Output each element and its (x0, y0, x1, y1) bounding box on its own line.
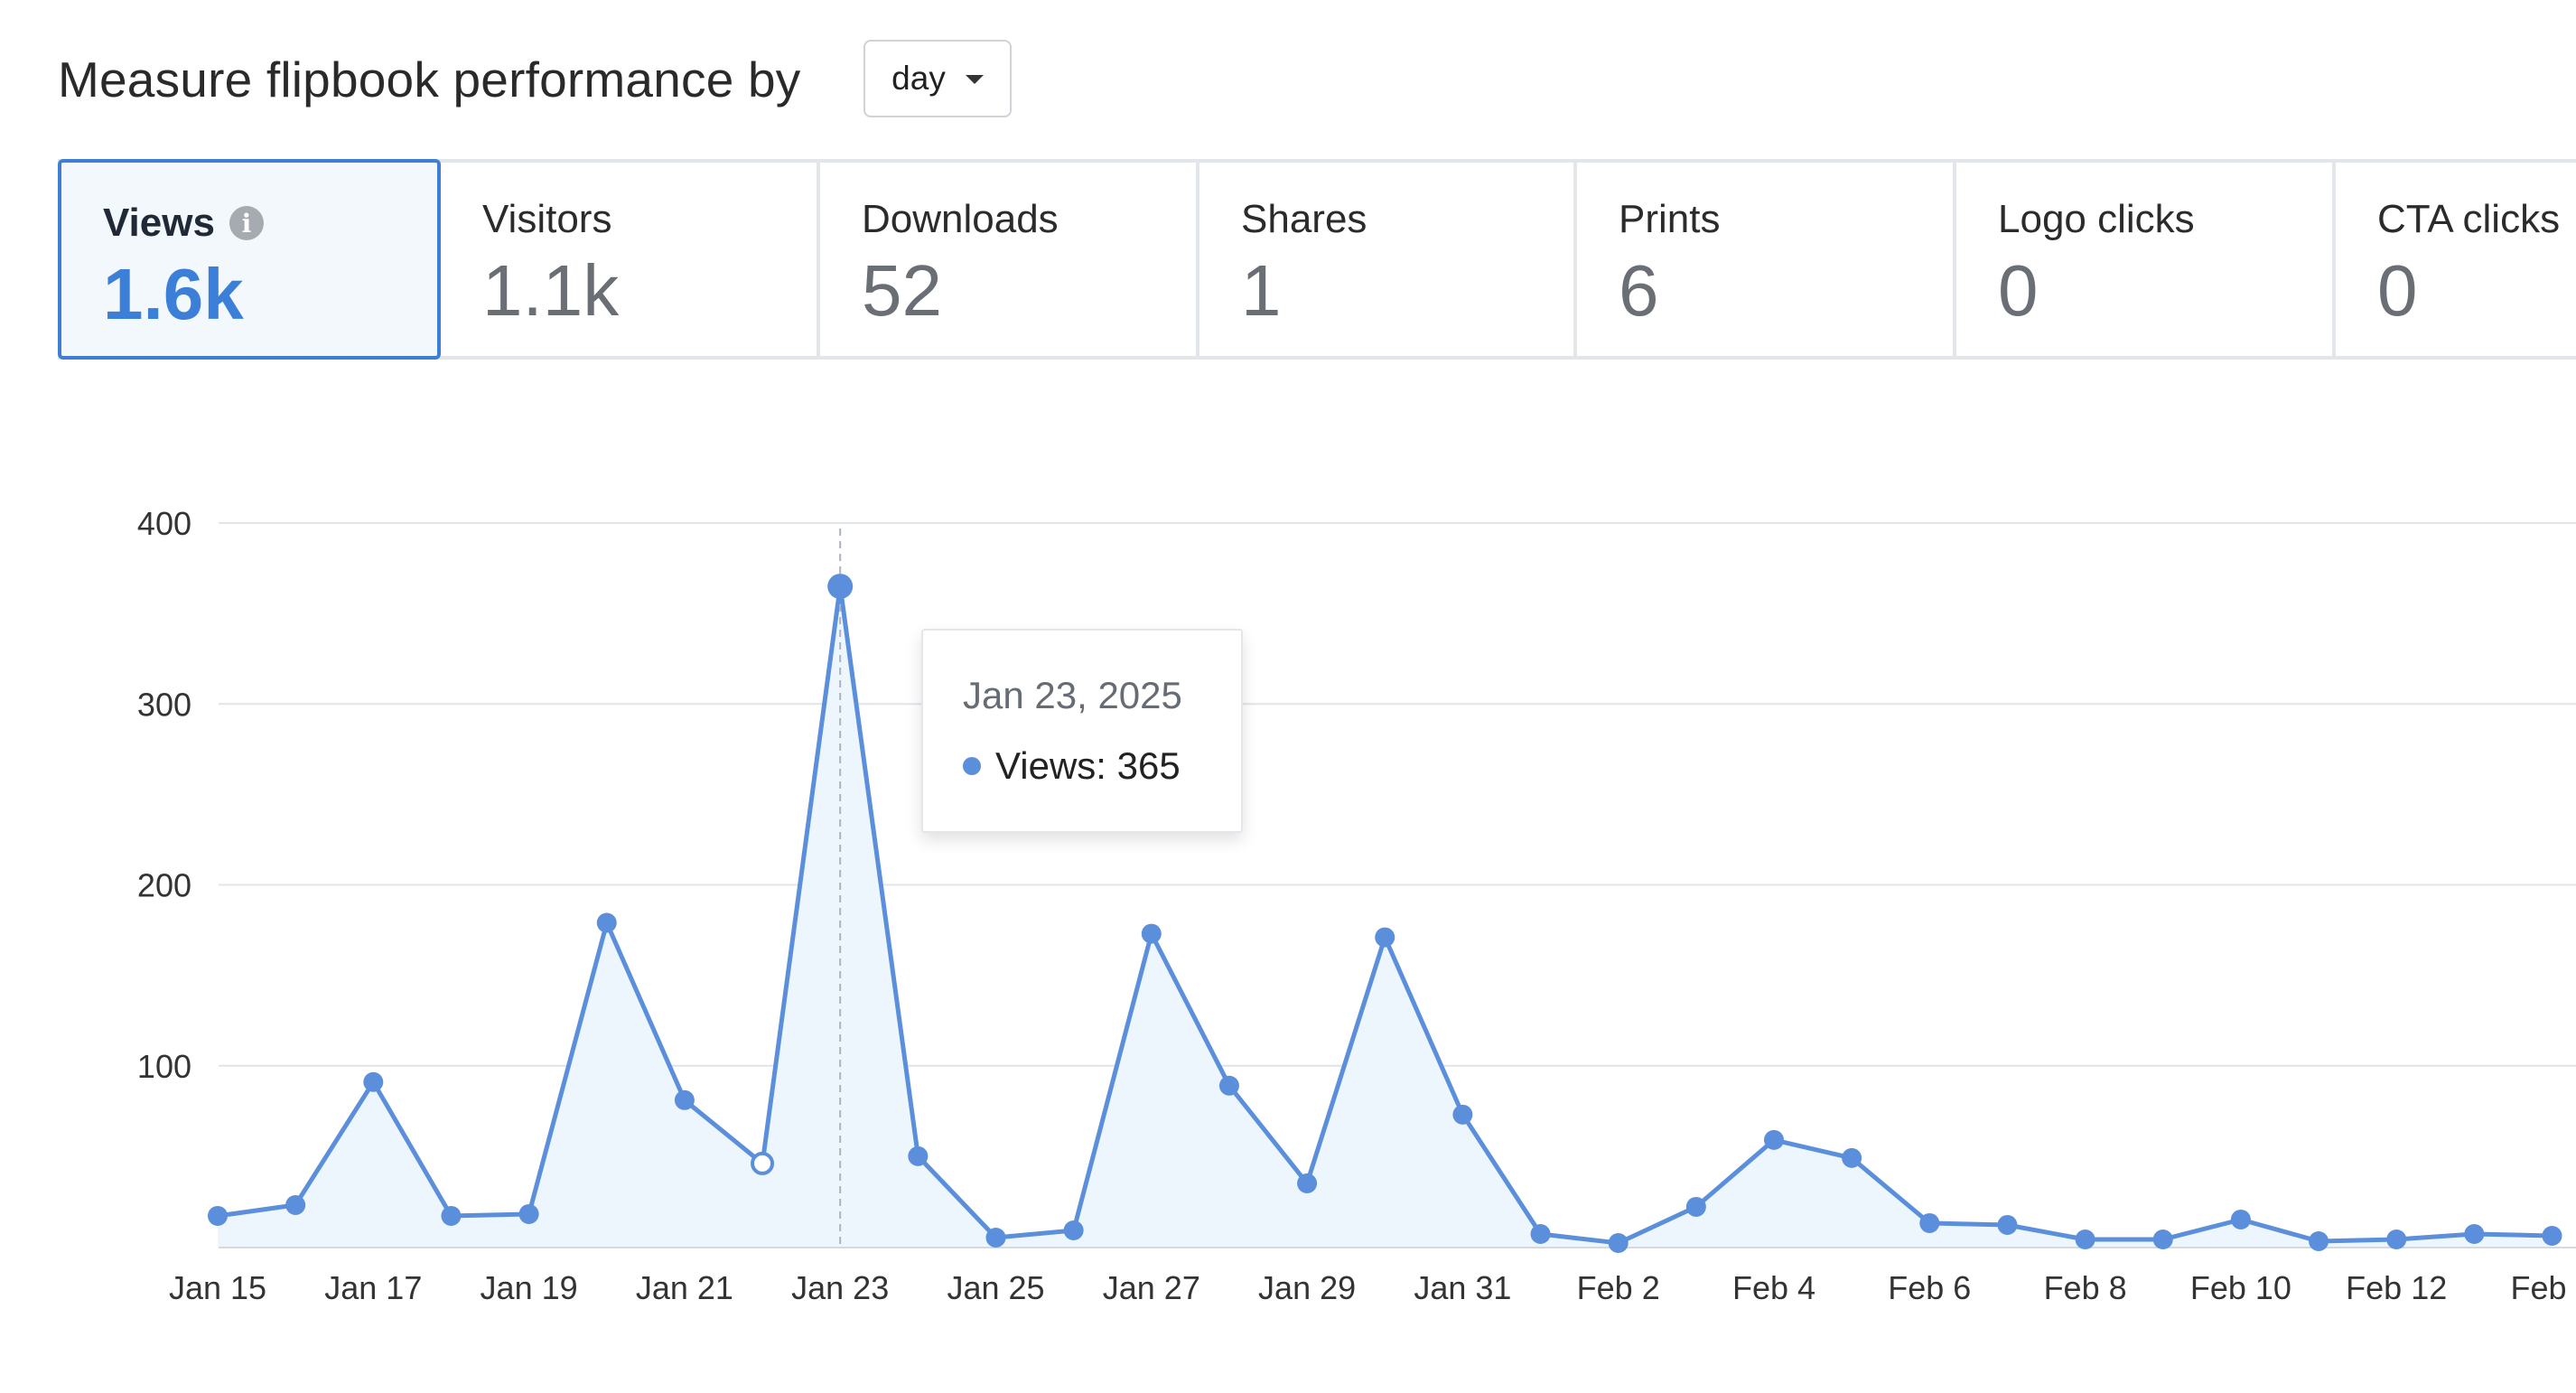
data-point (2542, 1225, 2562, 1246)
x-tick-label: Jan 27 (1103, 1269, 1200, 1306)
data-point (1218, 1075, 1239, 1096)
y-tick-label: 300 (137, 686, 191, 723)
x-tick-label: Jan 31 (1414, 1269, 1511, 1306)
data-point (208, 1205, 228, 1226)
data-point (1685, 1196, 1706, 1217)
data-points (208, 574, 2562, 1253)
area-fill-group (218, 586, 2553, 1247)
x-tick-label: Feb 6 (1888, 1269, 1971, 1306)
metric-tab-cta-clicks[interactable]: CTA clicks 0 (2336, 159, 2576, 360)
data-point (827, 574, 854, 600)
y-tick-label: 100 (137, 1048, 191, 1085)
data-point (2386, 1229, 2407, 1249)
x-tick-label: Jan 25 (947, 1269, 1044, 1306)
y-tick-label: 400 (137, 505, 191, 542)
metric-tab-logo-clicks[interactable]: Logo clicks 0 (1956, 159, 2336, 360)
data-point (1764, 1129, 1784, 1150)
x-tick-label: Jan 19 (481, 1269, 578, 1306)
x-tick-label: Jan 23 (791, 1269, 889, 1306)
period-dropdown[interactable]: day (863, 40, 1012, 117)
data-point (1375, 927, 1395, 948)
series-area (218, 586, 2553, 1247)
metric-label: Downloads (862, 197, 1059, 241)
x-tick-label: Jan 21 (636, 1269, 733, 1306)
data-point (674, 1089, 695, 1110)
data-point (985, 1227, 1006, 1248)
x-tick-label: Feb 8 (2044, 1269, 2127, 1306)
metric-tab-views[interactable]: Views i 1.6k (58, 159, 441, 360)
data-point (1997, 1214, 2018, 1235)
data-point (1452, 1104, 1473, 1125)
metric-label: Views (103, 201, 215, 245)
chevron-down-icon (965, 75, 984, 84)
data-point (2152, 1229, 2173, 1249)
metric-value: 1.1k (482, 250, 620, 331)
data-point (908, 1145, 929, 1166)
y-tick-label: 200 (137, 867, 191, 904)
metric-tab-shares[interactable]: Shares 1 (1199, 159, 1577, 360)
metric-value: 6 (1619, 250, 1659, 331)
data-point (363, 1071, 384, 1092)
metric-value: 52 (862, 250, 942, 331)
data-point (1297, 1173, 1318, 1193)
y-axis-labels: 100 200 300 400 (137, 505, 191, 1085)
x-tick-label: Jan 29 (1258, 1269, 1356, 1306)
data-point (2230, 1209, 2251, 1229)
tooltip-date: Jan 23, 2025 (963, 674, 1182, 716)
data-point (596, 912, 617, 933)
info-icon[interactable]: i (229, 206, 264, 240)
metric-tab-prints[interactable]: Prints 6 (1577, 159, 1956, 360)
page-title: Measure flipbook performance by (58, 51, 801, 108)
data-point (2464, 1223, 2485, 1244)
x-tick-label: Feb 4 (1732, 1269, 1815, 1306)
data-point (1919, 1212, 1940, 1233)
metric-label: Shares (1241, 197, 1367, 241)
period-dropdown-value: day (891, 60, 946, 97)
x-tick-label: Jan 15 (169, 1269, 266, 1306)
data-point (1608, 1232, 1629, 1253)
data-point (1530, 1223, 1551, 1244)
metric-value: 0 (2377, 250, 2418, 331)
data-point (2309, 1230, 2329, 1251)
metric-value: 0 (1998, 250, 2039, 331)
metric-tab-downloads[interactable]: Downloads 52 (820, 159, 1199, 360)
x-tick-label: Feb 1 (2510, 1269, 2576, 1306)
grid-lines (219, 522, 2576, 1248)
data-point (1842, 1147, 1862, 1168)
x-tick-label: Feb 2 (1577, 1269, 1660, 1306)
x-tick-label: Jan 17 (324, 1269, 422, 1306)
metrics-tabs: Views i 1.6k Visitors 1.1k Downloads 52 … (58, 159, 2576, 360)
data-point (518, 1203, 539, 1224)
data-point (441, 1205, 462, 1226)
tooltip-value: Views: 365 (995, 744, 1181, 787)
data-point (1141, 923, 1162, 944)
metric-label: CTA clicks (2377, 197, 2561, 241)
metric-value: 1 (1241, 250, 1282, 331)
x-axis-labels: Jan 15 Jan 17 Jan 19 Jan 21 Jan 23 Jan 25 Jan … (169, 1269, 2576, 1306)
metric-value: 1.6k (103, 254, 244, 334)
metric-label: Visitors (482, 197, 612, 241)
data-point (1063, 1220, 1084, 1240)
data-point (2075, 1229, 2095, 1249)
page-heading: Measure flipbook performance by (58, 47, 800, 112)
x-tick-label: Feb 10 (2190, 1269, 2291, 1306)
x-tick-label: Feb 12 (2346, 1269, 2447, 1306)
tooltip-series-dot (963, 757, 981, 775)
metric-tab-visitors[interactable]: Visitors 1.1k (441, 159, 820, 360)
metric-label: Prints (1619, 197, 1721, 241)
metric-label: Logo clicks (1998, 197, 2195, 241)
data-point (285, 1194, 306, 1215)
chart-tooltip: Jan 23, 2025 Views: 365 (921, 629, 1243, 833)
data-point (751, 1151, 775, 1175)
